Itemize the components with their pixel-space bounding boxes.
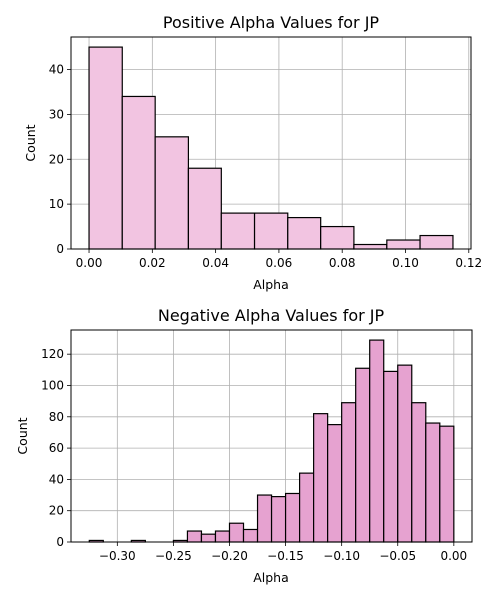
y-tick-label: 40 xyxy=(49,63,64,77)
histogram-bar xyxy=(214,530,231,543)
x-tick-label: −0.15 xyxy=(267,549,304,563)
y-tick-label: 100 xyxy=(41,378,64,392)
y-tick-label: 0 xyxy=(56,242,64,256)
histogram-bar xyxy=(341,402,357,543)
x-tick-label: 0.08 xyxy=(329,256,356,270)
histogram-bar xyxy=(320,225,355,250)
histogram-bar xyxy=(353,243,388,250)
histogram-bar xyxy=(88,46,123,250)
y-tick-label: 120 xyxy=(41,347,64,361)
histogram-bar xyxy=(186,530,203,543)
chart-title: Negative Alpha Values for JP xyxy=(158,306,385,325)
y-tick-label: 20 xyxy=(49,152,64,166)
histogram-bar xyxy=(121,95,156,250)
x-tick-label: −0.20 xyxy=(211,549,248,563)
chart-title: Positive Alpha Values for JP xyxy=(163,13,380,32)
y-tick-label: 20 xyxy=(49,504,64,518)
x-tick-label: −0.25 xyxy=(155,549,192,563)
x-tick-label: 0.00 xyxy=(440,549,467,563)
x-axis-label: Alpha xyxy=(253,570,289,585)
histogram-bar xyxy=(287,216,322,250)
histogram-bar xyxy=(220,212,256,250)
histogram-bar xyxy=(154,136,190,250)
histogram-bar xyxy=(327,424,343,543)
histogram-bar xyxy=(200,533,217,543)
histogram-bar xyxy=(355,367,371,543)
plot-frame xyxy=(70,329,473,543)
histogram-bar xyxy=(187,167,222,250)
histogram-bar xyxy=(439,425,455,543)
histogram-bar xyxy=(386,239,421,250)
y-tick-label: 10 xyxy=(49,197,64,211)
x-tick-label: 0.04 xyxy=(202,256,229,270)
histogram-bar xyxy=(256,494,273,543)
histogram-bar xyxy=(419,234,454,250)
histogram-bar xyxy=(242,528,259,543)
negative-alpha-histogram: Negative Alpha Values for JP −0.30 −0.25 −… xyxy=(15,306,473,585)
plot-frame xyxy=(70,36,472,250)
x-tick-label: −0.05 xyxy=(379,549,416,563)
histogram-bar xyxy=(270,496,287,543)
y-tick-label: 60 xyxy=(49,441,64,455)
x-tick-label: 0.06 xyxy=(266,256,293,270)
y-tick-label: 80 xyxy=(49,410,64,424)
histogram-bar xyxy=(284,492,301,543)
histogram-bar xyxy=(228,522,245,543)
y-tick-label: 0 xyxy=(56,535,64,549)
x-tick-label: −0.10 xyxy=(323,549,360,563)
y-tick-label: 40 xyxy=(49,472,64,486)
y-tick-label: 30 xyxy=(49,107,64,121)
x-tick-label: 0.12 xyxy=(455,256,482,270)
histogram-bar xyxy=(383,370,399,543)
positive-alpha-histogram: Positive Alpha Values for JP 0.00 0.02 0.0… xyxy=(23,13,482,292)
histogram-bar xyxy=(369,339,385,543)
histogram-bar xyxy=(298,472,315,543)
y-axis-label: Count xyxy=(15,417,30,454)
x-tick-label: 0.10 xyxy=(392,256,419,270)
x-tick-label: 0.02 xyxy=(139,256,166,270)
y-axis-label: Count xyxy=(23,124,38,161)
histogram-bar xyxy=(253,212,289,250)
histogram-bar xyxy=(411,402,427,543)
histogram-bar xyxy=(397,364,413,543)
x-tick-label: −0.30 xyxy=(99,549,136,563)
histogram-bar xyxy=(313,413,329,543)
x-axis-label: Alpha xyxy=(253,277,289,292)
x-tick-label: 0.00 xyxy=(76,256,103,270)
histogram-bar xyxy=(425,422,441,543)
